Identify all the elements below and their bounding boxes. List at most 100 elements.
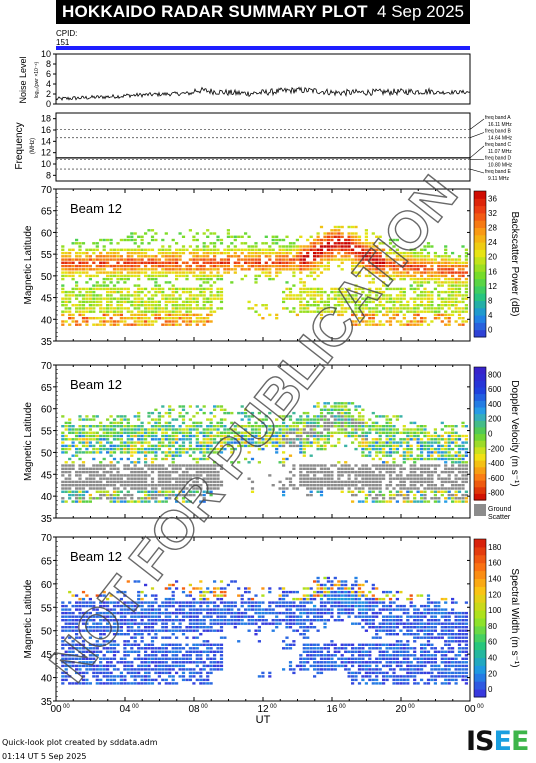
- freq-band-leader: [469, 168, 485, 174]
- lat-tick-label: 35: [41, 697, 53, 708]
- colorbar-swatch: [474, 625, 486, 635]
- lat-tick-label: 45: [41, 294, 53, 305]
- freq-band-label: freq band E: [485, 169, 512, 175]
- freq-band-value: 9.11 MHz: [488, 176, 510, 182]
- freq-ylabel: Frequency: [14, 122, 25, 169]
- time-tick-sup: 00: [63, 704, 70, 710]
- freq-band-value: 10.80 MHz: [488, 163, 513, 169]
- colorbar-tick-label: 80: [488, 622, 497, 631]
- colorbar-frame: [473, 366, 487, 501]
- colorbar-tick-label: 60: [488, 638, 497, 647]
- footer-timestamp: 01:14 UT 5 Sep 2025: [2, 752, 87, 761]
- lat-tick-label: 55: [41, 427, 53, 438]
- colorbar-swatch: [474, 322, 486, 331]
- colorbar-tick-label: 600: [488, 385, 502, 394]
- colorbar-swatch: [474, 539, 486, 548]
- freq-tick-label: 16: [41, 125, 51, 135]
- time-tick-sup: 00: [477, 704, 484, 710]
- freq-band-value: 14.64 MHz: [488, 136, 513, 142]
- colorbar-swatch: [474, 594, 486, 603]
- freq-band-value: 16.11 MHz: [488, 122, 512, 128]
- freq-tick-label: 8: [46, 170, 51, 180]
- colorbar-tick-label: -600: [488, 474, 505, 483]
- colorbar-swatch: [474, 227, 486, 236]
- colorbar-tick-label: 20: [488, 669, 497, 678]
- colorbar-tick-label: -200: [488, 444, 505, 453]
- colorbar-swatch: [474, 242, 486, 250]
- colorbar-tick-label: -400: [488, 459, 505, 468]
- colorbar-swatch: [474, 578, 486, 587]
- colorbar-swatch: [474, 493, 486, 501]
- panel-1-data: [61, 402, 468, 503]
- freq-tick-label: 10: [41, 159, 51, 169]
- noise-panel-frame: [55, 53, 471, 105]
- colorbar-frame: [473, 538, 487, 698]
- colorbar-swatch: [474, 446, 486, 454]
- lat-tick-label: 70: [41, 185, 53, 196]
- panel-2-data: [61, 576, 468, 685]
- colorbar-tick-label: 100: [488, 606, 502, 615]
- lat-tick-label: 65: [41, 383, 53, 394]
- colorbar-swatch: [474, 426, 486, 435]
- time-tick-label: 00: [464, 704, 476, 715]
- lat-tick-label: 40: [41, 674, 53, 685]
- colorbar-label: Spectral Width (m s⁻¹): [509, 568, 520, 667]
- lat-tick-label: 70: [41, 361, 53, 372]
- colorbar-tick-label: 200: [488, 415, 502, 424]
- cpid-bar: [56, 46, 470, 50]
- ground-scatter-label: Scatter: [488, 514, 511, 521]
- colorbar-swatch: [474, 367, 486, 375]
- freq-unit: (MHz): [30, 138, 36, 154]
- time-tick-label: 12: [257, 704, 269, 715]
- colorbar-swatch: [474, 546, 486, 556]
- lat-tick-label: 35: [41, 337, 53, 348]
- colorbar-swatch: [474, 400, 486, 408]
- lat-tick-label: 65: [41, 556, 53, 567]
- colorbar-tick-label: 0: [488, 685, 493, 694]
- lat-tick-label: 65: [41, 207, 53, 218]
- freq-band-leader: [469, 145, 485, 159]
- freq-panel-frame: [55, 112, 471, 182]
- colorbar-swatch: [474, 466, 486, 474]
- noise-tick-label: 8: [46, 59, 51, 69]
- colorbar-tick-label: 160: [488, 559, 502, 568]
- colorbar-tick-label: 140: [488, 575, 502, 584]
- colorbar-swatch: [474, 554, 486, 564]
- lat-tick-label: 50: [41, 627, 53, 638]
- colorbar-swatch: [474, 689, 486, 698]
- time-tick-sup: 00: [339, 704, 346, 710]
- colorbar-swatch: [474, 420, 486, 428]
- colorbar-swatch: [474, 586, 486, 595]
- colorbar-tick-label: 180: [488, 543, 502, 552]
- colorbar-swatch: [474, 293, 486, 301]
- lat-tick-label: 55: [41, 250, 53, 261]
- freq-band-label: freq band A: [485, 115, 511, 121]
- lat-tick-label: 55: [41, 603, 53, 614]
- freq-tick-label: 12: [41, 148, 51, 158]
- lat-tick-label: 50: [41, 448, 53, 459]
- colorbar-swatch: [474, 249, 486, 258]
- colorbar-swatch: [474, 205, 486, 214]
- colorbar-swatch: [474, 610, 486, 619]
- noise-tick-label: 6: [46, 69, 51, 79]
- colorbar-tick-label: 120: [488, 590, 502, 599]
- plot-date: 4 Sep 2025: [377, 2, 464, 21]
- lat-tick-label: 60: [41, 228, 53, 239]
- colorbar-swatch: [474, 198, 486, 207]
- colorbar-swatch: [474, 641, 486, 651]
- colorbar-swatch: [474, 440, 486, 448]
- time-tick-label: 20: [395, 704, 407, 715]
- freq-tick-label: 18: [41, 114, 51, 124]
- lat-tick-label: 60: [41, 580, 53, 591]
- colorbar-swatch: [474, 649, 486, 658]
- lat-tick-label: 40: [41, 492, 53, 503]
- time-tick-label: 00: [50, 704, 62, 715]
- lat-tick-label: 40: [41, 315, 53, 326]
- beam-label: Beam 12: [70, 549, 122, 564]
- colorbar-swatch: [474, 212, 486, 221]
- lat-ylabel: Magnetic Latitude: [23, 402, 34, 481]
- time-tick-sup: 00: [201, 704, 208, 710]
- colorbar-swatch: [474, 307, 486, 316]
- colorbar-frame: [473, 190, 487, 338]
- noise-ylabel-sub: log₁₀(pwr ×10⁻⁶): [34, 61, 40, 98]
